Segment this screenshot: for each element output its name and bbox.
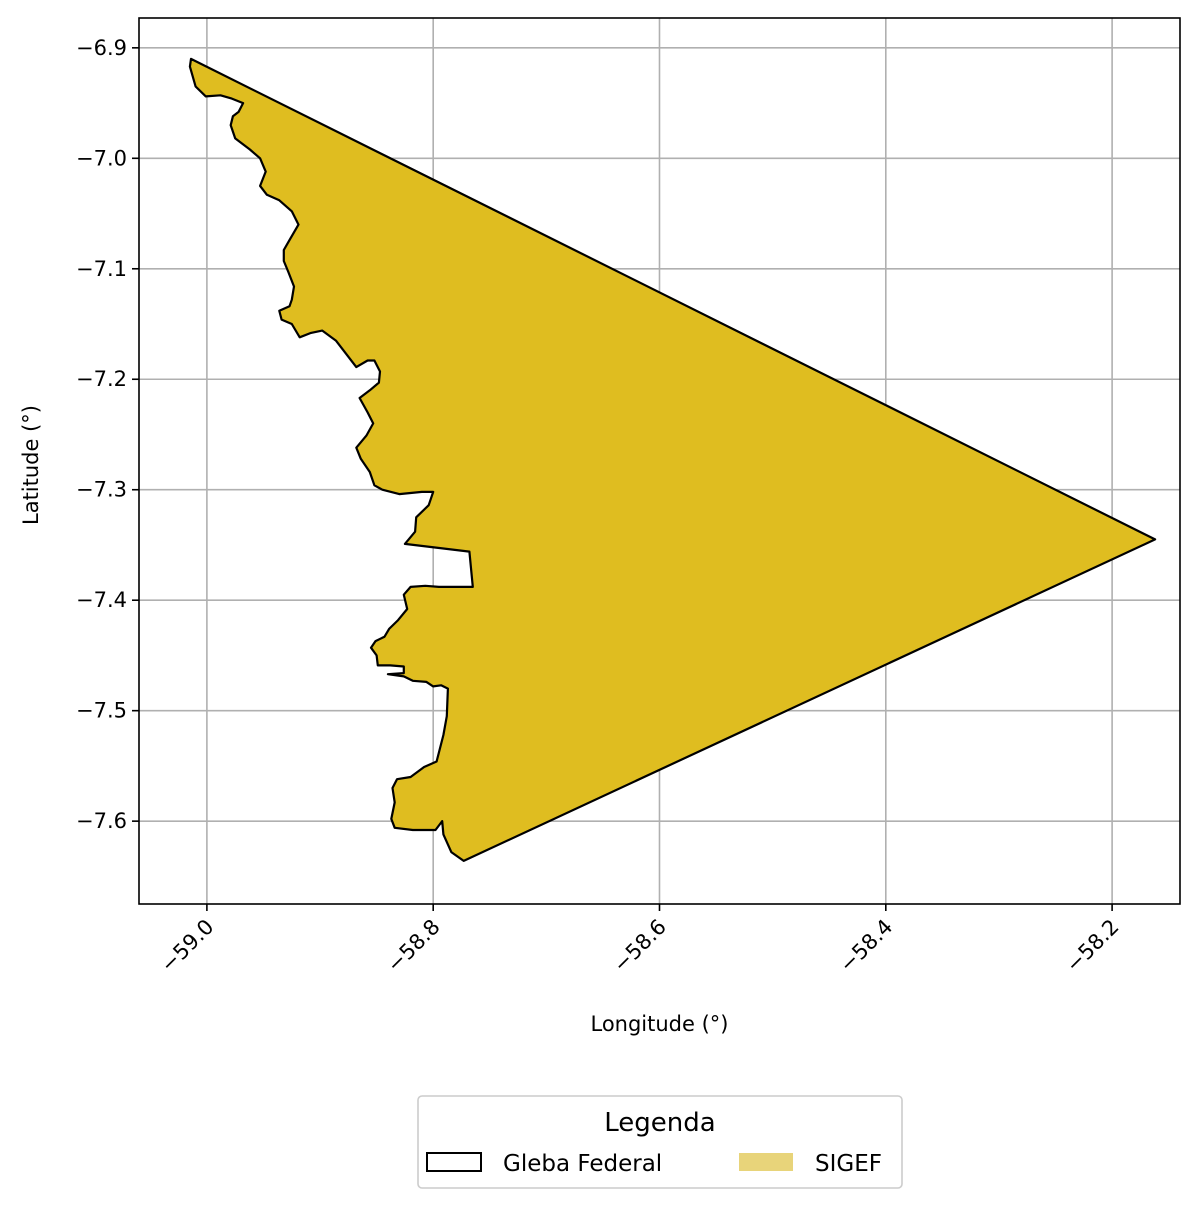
y-tick-label: −7.2: [76, 367, 127, 391]
legend: Legenda Gleba Federal SIGEF: [417, 1095, 903, 1189]
polygon-gleba-federal: [188, 57, 1157, 862]
y-tick-label: −6.9: [76, 36, 127, 60]
y-tick-label: −7.5: [76, 699, 127, 723]
y-tick-label: −7.1: [76, 257, 127, 281]
y-axis: −6.9 −7.0 −7.1 −7.2 −7.3 −7.4 −7.5 −7.6: [76, 36, 139, 833]
polygon-layer: [188, 57, 1157, 862]
y-tick-label: −7.4: [76, 588, 127, 612]
legend-title: Legenda: [604, 1108, 715, 1138]
y-tick-label: −7.6: [76, 809, 127, 833]
legend-swatch-sigef: [739, 1153, 793, 1171]
legend-label-gleba-federal: Gleba Federal: [503, 1151, 662, 1177]
y-axis-label: Latitude (°): [19, 405, 43, 525]
y-tick-label: −7.0: [76, 146, 127, 170]
y-tick-label: −7.3: [76, 478, 127, 502]
x-axis-label: Longitude (°): [590, 1012, 728, 1036]
legend-swatch-gleba-federal: [426, 1152, 482, 1172]
legend-label-sigef: SIGEF: [815, 1151, 882, 1177]
